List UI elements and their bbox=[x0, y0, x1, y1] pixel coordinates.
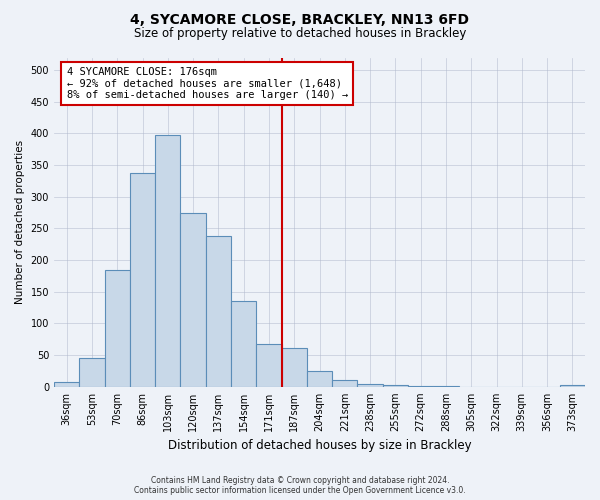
Bar bbox=[307, 371, 332, 387]
Bar bbox=[560, 385, 585, 387]
Bar bbox=[383, 385, 408, 387]
Text: Size of property relative to detached houses in Brackley: Size of property relative to detached ho… bbox=[134, 28, 466, 40]
Text: 4 SYCAMORE CLOSE: 176sqm
← 92% of detached houses are smaller (1,648)
8% of semi: 4 SYCAMORE CLOSE: 176sqm ← 92% of detach… bbox=[67, 67, 348, 100]
Bar bbox=[358, 384, 383, 387]
Bar bbox=[181, 212, 206, 387]
Bar bbox=[433, 386, 458, 387]
Bar bbox=[206, 236, 231, 387]
Text: 4, SYCAMORE CLOSE, BRACKLEY, NN13 6FD: 4, SYCAMORE CLOSE, BRACKLEY, NN13 6FD bbox=[131, 12, 470, 26]
Bar bbox=[54, 382, 79, 387]
Bar bbox=[104, 270, 130, 387]
Bar bbox=[332, 380, 358, 387]
Bar bbox=[408, 386, 433, 387]
Y-axis label: Number of detached properties: Number of detached properties bbox=[15, 140, 25, 304]
Bar bbox=[256, 344, 281, 387]
Bar bbox=[130, 173, 155, 387]
Bar bbox=[281, 348, 307, 387]
Text: Contains HM Land Registry data © Crown copyright and database right 2024.
Contai: Contains HM Land Registry data © Crown c… bbox=[134, 476, 466, 495]
Bar bbox=[79, 358, 104, 387]
Bar bbox=[231, 302, 256, 387]
Bar bbox=[155, 136, 181, 387]
X-axis label: Distribution of detached houses by size in Brackley: Distribution of detached houses by size … bbox=[168, 440, 472, 452]
